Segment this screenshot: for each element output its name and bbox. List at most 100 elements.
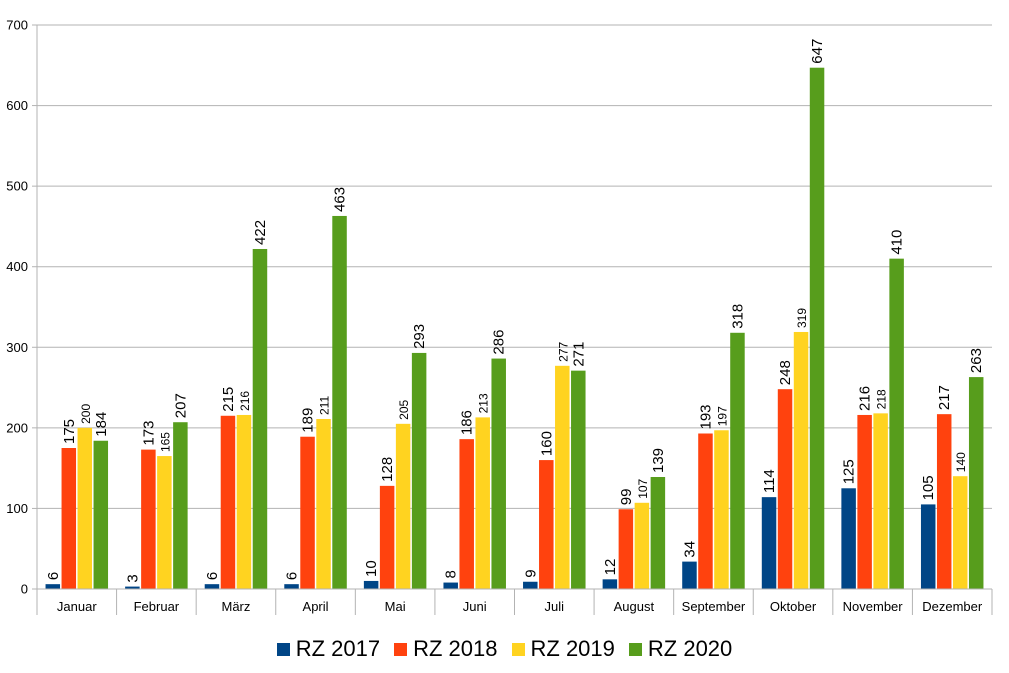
x-tick-label-august: August: [614, 599, 655, 614]
bar-rz-2018-august: [618, 509, 634, 589]
bar-rz-2019-november: [873, 413, 888, 589]
x-tick-label-oktober: Oktober: [770, 599, 817, 614]
bar-rz-2017-juni: [443, 582, 458, 589]
bar-rz-2020-juni: [491, 358, 506, 589]
bar-rz-2019-mai: [395, 423, 411, 589]
bar-rz-2019-september: [714, 430, 729, 589]
legend-swatch-rz-2020: [628, 642, 642, 656]
data-label-rz-2019-januar: 200: [79, 404, 93, 424]
data-label-rz-2017-juni: 8: [443, 570, 460, 578]
bar-rz-2019-februar: [157, 456, 172, 589]
data-label-rz-2019-september: 197: [715, 406, 729, 426]
bar-rz-2018-mai: [379, 485, 395, 589]
bar-rz-2019-oktober: [793, 331, 809, 589]
bar-rz-2018-dezember: [936, 414, 952, 589]
data-label-rz-2019-april: 211: [318, 396, 332, 415]
data-label-rz-2019-november: 218: [875, 389, 889, 409]
bar-rz-2017-januar: [45, 584, 61, 589]
data-label-rz-2017-dezember: 105: [920, 475, 937, 500]
bar-rz-2020-januar: [93, 440, 109, 589]
bar-rz-2019-märz: [236, 414, 252, 589]
bar-rz-2020-november: [889, 258, 904, 589]
data-label-rz-2018-januar: 175: [61, 419, 78, 444]
bar-rz-2017-märz: [204, 584, 220, 589]
data-label-rz-2017-september: 34: [681, 541, 698, 558]
x-tick-label-mai: Mai: [385, 599, 406, 614]
data-label-rz-2019-oktober: 319: [795, 308, 809, 328]
data-label-rz-2017-mai: 10: [363, 560, 380, 577]
legend-label-rz-2020: RZ 2020: [647, 636, 733, 661]
y-tick-label-400: 400: [6, 259, 28, 274]
data-label-rz-2019-juli: 277: [556, 341, 570, 361]
data-label-rz-2018-august: 99: [618, 489, 635, 506]
bar-rz-2017-oktober: [761, 497, 777, 589]
bar-rz-2017-november: [841, 488, 856, 589]
bar-rz-2017-mai: [363, 580, 379, 589]
bar-rz-2020-februar: [173, 422, 188, 589]
data-label-rz-2017-august: 12: [602, 559, 619, 576]
data-label-rz-2017-juli: 9: [522, 569, 539, 577]
y-tick-label-500: 500: [6, 179, 28, 194]
x-tick-label-april: April: [303, 599, 329, 614]
data-label-rz-2017-märz: 6: [204, 572, 221, 580]
bar-rz-2018-november: [857, 414, 872, 589]
data-label-rz-2018-september: 193: [697, 404, 714, 429]
data-label-rz-2020-dezember: 263: [968, 348, 985, 373]
legend-label-rz-2017: RZ 2017: [295, 636, 381, 661]
legend-swatch-rz-2017: [276, 642, 290, 656]
legend: RZ 2017 RZ 2018 RZ 2019 RZ 2020: [0, 636, 1009, 662]
data-label-rz-2020-april: 463: [332, 187, 349, 212]
y-tick-label-300: 300: [6, 340, 28, 355]
bar-rz-2020-juli: [571, 370, 586, 589]
data-label-rz-2020-juli: 271: [570, 342, 587, 367]
bar-rz-2019-juni: [475, 417, 490, 589]
bar-rz-2017-juli: [523, 581, 538, 589]
bar-rz-2018-oktober: [777, 389, 793, 589]
data-label-rz-2020-mai: 293: [411, 324, 428, 349]
data-label-rz-2019-mai: 205: [397, 399, 411, 419]
bar-rz-2019-august: [634, 502, 650, 589]
data-label-rz-2020-oktober: 647: [809, 39, 826, 64]
y-tick-label-700: 700: [6, 18, 28, 33]
data-label-rz-2020-september: 318: [729, 304, 746, 329]
data-label-rz-2019-dezember: 140: [954, 452, 968, 472]
x-tick-label-juni: Juni: [463, 599, 487, 614]
data-label-rz-2020-januar: 184: [93, 412, 110, 437]
x-tick-label-märz: März: [222, 599, 251, 614]
bar-rz-2018-september: [698, 433, 713, 589]
legend-item-rz-2020: RZ 2020: [628, 636, 733, 662]
bar-rz-2020-oktober: [809, 67, 825, 589]
data-label-rz-2018-november: 216: [857, 386, 874, 411]
legend-label-rz-2018: RZ 2018: [413, 636, 498, 661]
bar-rz-2018-april: [300, 436, 315, 589]
data-label-rz-2020-juni: 286: [491, 330, 508, 355]
data-label-rz-2018-mai: 128: [379, 457, 396, 482]
legend-item-rz-2019: RZ 2019: [511, 636, 615, 662]
bar-rz-2018-januar: [61, 448, 77, 589]
y-tick-label-100: 100: [6, 501, 28, 516]
legend-swatch-rz-2018: [394, 642, 408, 656]
bar-rz-2019-juli: [555, 365, 570, 589]
x-tick-label-dezember: Dezember: [922, 599, 983, 614]
data-label-rz-2018-juni: 186: [459, 410, 476, 435]
y-tick-label-200: 200: [6, 420, 28, 435]
data-label-rz-2019-juni: 213: [477, 393, 491, 413]
bar-rz-2019-januar: [77, 427, 93, 589]
data-label-rz-2018-april: 189: [300, 408, 317, 433]
legend-item-rz-2018: RZ 2018: [394, 636, 498, 662]
data-label-rz-2018-februar: 173: [140, 421, 157, 446]
data-label-rz-2019-august: 107: [636, 478, 650, 498]
legend-swatch-rz-2019: [511, 642, 525, 656]
bar-rz-2020-april: [332, 215, 347, 589]
y-tick-label-600: 600: [6, 98, 28, 113]
bar-rz-2020-september: [730, 332, 745, 589]
bar-rz-2018-juli: [539, 460, 554, 589]
bar-rz-2017-august: [602, 579, 618, 589]
x-tick-label-februar: Februar: [134, 599, 180, 614]
data-label-rz-2017-januar: 6: [45, 572, 62, 580]
data-label-rz-2017-februar: 3: [124, 574, 141, 582]
legend-item-rz-2017: RZ 2017: [276, 636, 381, 662]
legend-label-rz-2019: RZ 2019: [530, 636, 615, 661]
